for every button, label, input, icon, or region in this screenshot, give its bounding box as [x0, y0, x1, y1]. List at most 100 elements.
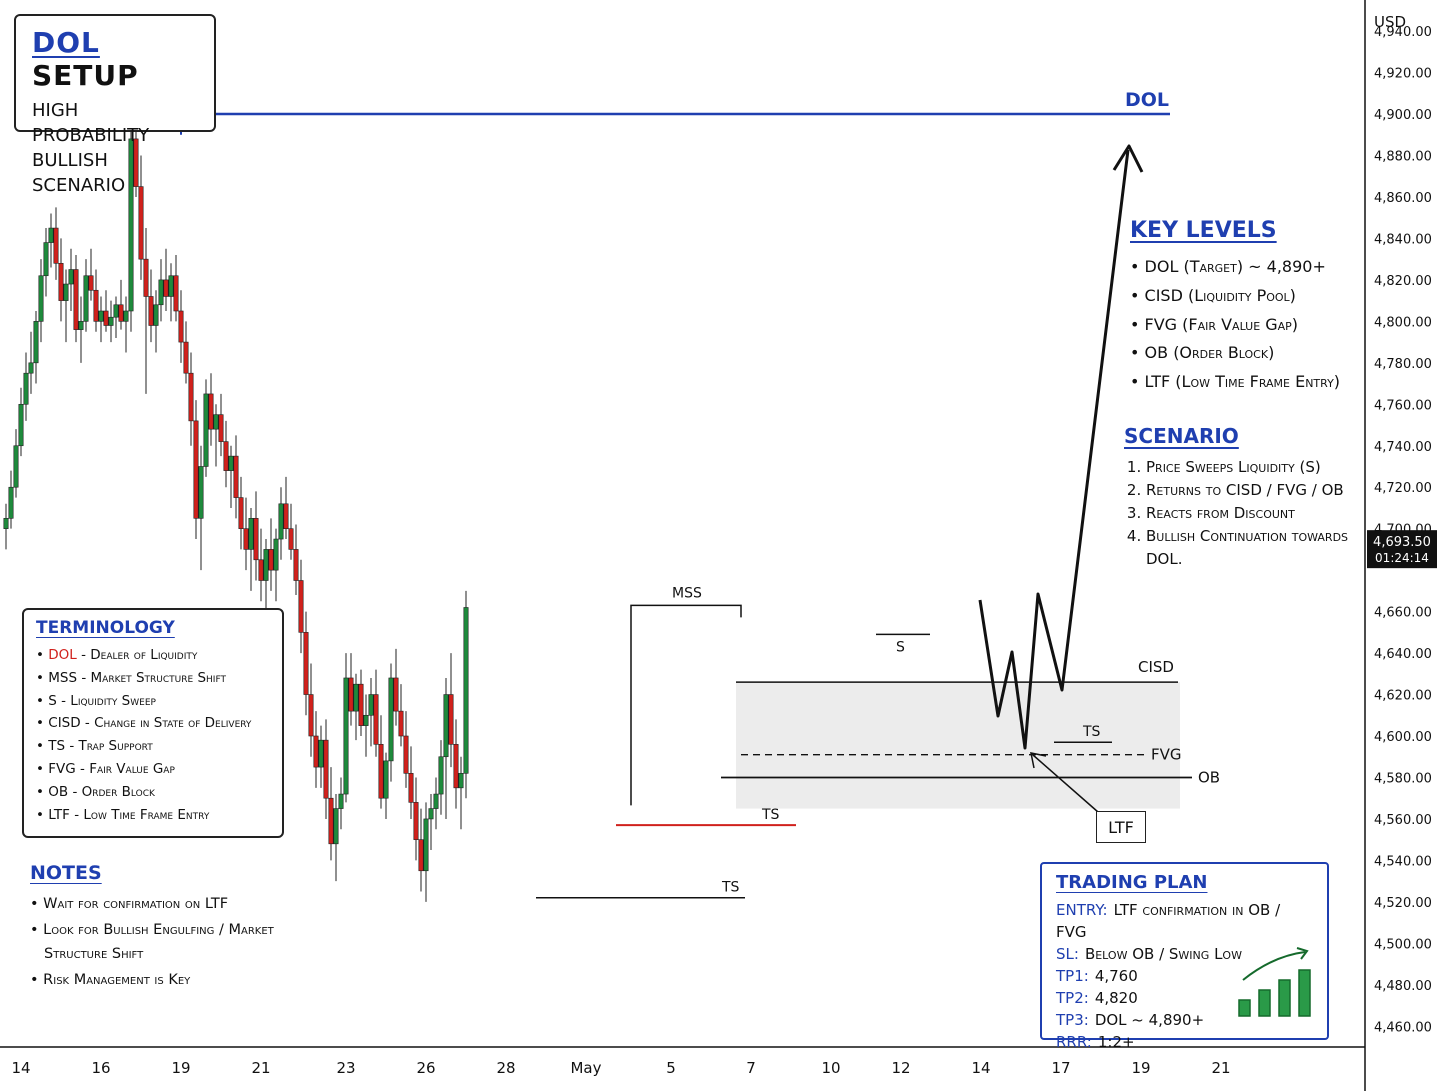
- candle: [58, 238, 64, 322]
- candle: [408, 746, 414, 819]
- y-tick-label: 4,800.00: [1374, 315, 1432, 330]
- candle: [213, 404, 219, 467]
- candle-body: [258, 559, 264, 581]
- candle: [53, 207, 59, 280]
- terminology-key: DOL: [48, 647, 77, 663]
- dol-label: DOL: [1125, 89, 1169, 111]
- candle-body: [108, 316, 114, 326]
- x-tick-label: 21: [1211, 1059, 1230, 1077]
- y-tick-label: 4,820.00: [1374, 274, 1432, 289]
- y-tick-label: 4,720.00: [1374, 481, 1432, 496]
- terminology-desc: - Fair Value Gap: [75, 760, 175, 777]
- candle: [28, 331, 34, 394]
- candle: [188, 352, 194, 446]
- terminology-item: S - Liquidity Sweep: [36, 690, 270, 713]
- x-tick-label: 17: [1051, 1059, 1070, 1077]
- candle: [158, 259, 164, 322]
- projected-arrowhead: [1112, 144, 1144, 173]
- candle: [398, 684, 404, 747]
- terminology-key: OB: [48, 783, 69, 800]
- candle-body: [358, 683, 364, 726]
- terminology-key: TS: [48, 738, 66, 755]
- candle: [13, 429, 19, 498]
- candle: [253, 491, 259, 581]
- terminology-key: FVG: [48, 760, 76, 777]
- candle-body: [138, 186, 144, 260]
- candle-body: [88, 275, 94, 291]
- candle: [153, 290, 159, 353]
- candle-body: [438, 756, 444, 795]
- candle: [418, 808, 424, 892]
- note-text: Wait for confirmation on LTF: [43, 896, 229, 912]
- candle-body: [143, 258, 149, 297]
- x-tick-label: 19: [1131, 1059, 1150, 1077]
- candle: [143, 228, 149, 394]
- candle-body: [263, 549, 269, 581]
- candle: [313, 711, 319, 788]
- candle-body: [63, 283, 69, 301]
- candle-body: [213, 414, 219, 430]
- scenario-list: Price Sweeps Liquidity (S)Returns to CIS…: [1124, 456, 1364, 571]
- x-tick-label: 10: [821, 1059, 840, 1077]
- candle: [348, 653, 354, 726]
- candle: [298, 559, 304, 654]
- x-tick-label: 28: [496, 1059, 515, 1077]
- candle: [93, 269, 99, 332]
- title-dol: DOL: [32, 26, 100, 59]
- candle: [48, 213, 54, 268]
- candle: [248, 507, 254, 591]
- candle-body: [443, 694, 449, 758]
- note-item: Wait for confirmation on LTF: [30, 892, 330, 916]
- candle: [108, 300, 114, 343]
- current-price-label: 4,693.50: [1373, 535, 1431, 550]
- candle: [368, 677, 374, 747]
- candle: [438, 740, 444, 815]
- x-tick-label: 12: [891, 1059, 910, 1077]
- y-tick-label: 4,660.00: [1374, 606, 1432, 621]
- candle: [23, 352, 29, 421]
- candle: [18, 387, 24, 457]
- candle: [68, 248, 74, 311]
- candle-body: [323, 739, 329, 799]
- terminology-desc: - Change in State of Delivery: [80, 715, 252, 732]
- candle-body: [158, 279, 164, 306]
- x-tick-label: 14: [971, 1059, 990, 1077]
- candle-body: [318, 739, 324, 768]
- candle: [168, 263, 174, 322]
- candle: [163, 248, 169, 311]
- x-tick-label: 7: [746, 1059, 756, 1077]
- candle-body: [18, 403, 24, 447]
- ltf-arrow-line: [1032, 754, 1099, 813]
- candle-body: [203, 393, 209, 467]
- candle-body: [153, 304, 159, 326]
- candle-body: [163, 279, 169, 297]
- candle-body: [403, 735, 409, 774]
- candle-body: [168, 275, 174, 297]
- trading-plan-row: SL: Below OB / Swing Low: [1056, 943, 1313, 965]
- candle: [83, 259, 89, 332]
- candle-body: [333, 808, 339, 845]
- scenario-title: SCENARIO: [1124, 424, 1239, 448]
- candle-body: [73, 269, 79, 330]
- candle-body: [43, 242, 49, 277]
- fvg-label: FVG: [1151, 746, 1182, 764]
- growth-bars-icon: [1238, 947, 1311, 1017]
- key-level-item: FVG (Fair Value Gap): [1130, 311, 1370, 340]
- terminology-item: LTF - Low Time Frame Entry: [36, 804, 270, 827]
- candle-body: [228, 455, 234, 471]
- candle-body: [338, 793, 344, 809]
- x-tick-label: 23: [336, 1059, 355, 1077]
- candle: [258, 528, 264, 602]
- cisd-fvg-ob-zone: [736, 682, 1180, 809]
- candle-body: [13, 445, 19, 488]
- title-line2: HIGH PROBABILITY: [32, 100, 150, 146]
- candle-body: [218, 414, 224, 442]
- current-price-timer: 01:24:14: [1375, 551, 1429, 565]
- candle: [463, 590, 469, 799]
- candle-body: [463, 607, 469, 774]
- candle: [218, 393, 224, 457]
- title-box: DOL SETUP HIGH PROBABILITY BULLISH SCENA…: [14, 14, 216, 196]
- candle: [318, 725, 324, 788]
- note-item: Risk Management is Key: [30, 968, 330, 992]
- candle: [178, 290, 184, 363]
